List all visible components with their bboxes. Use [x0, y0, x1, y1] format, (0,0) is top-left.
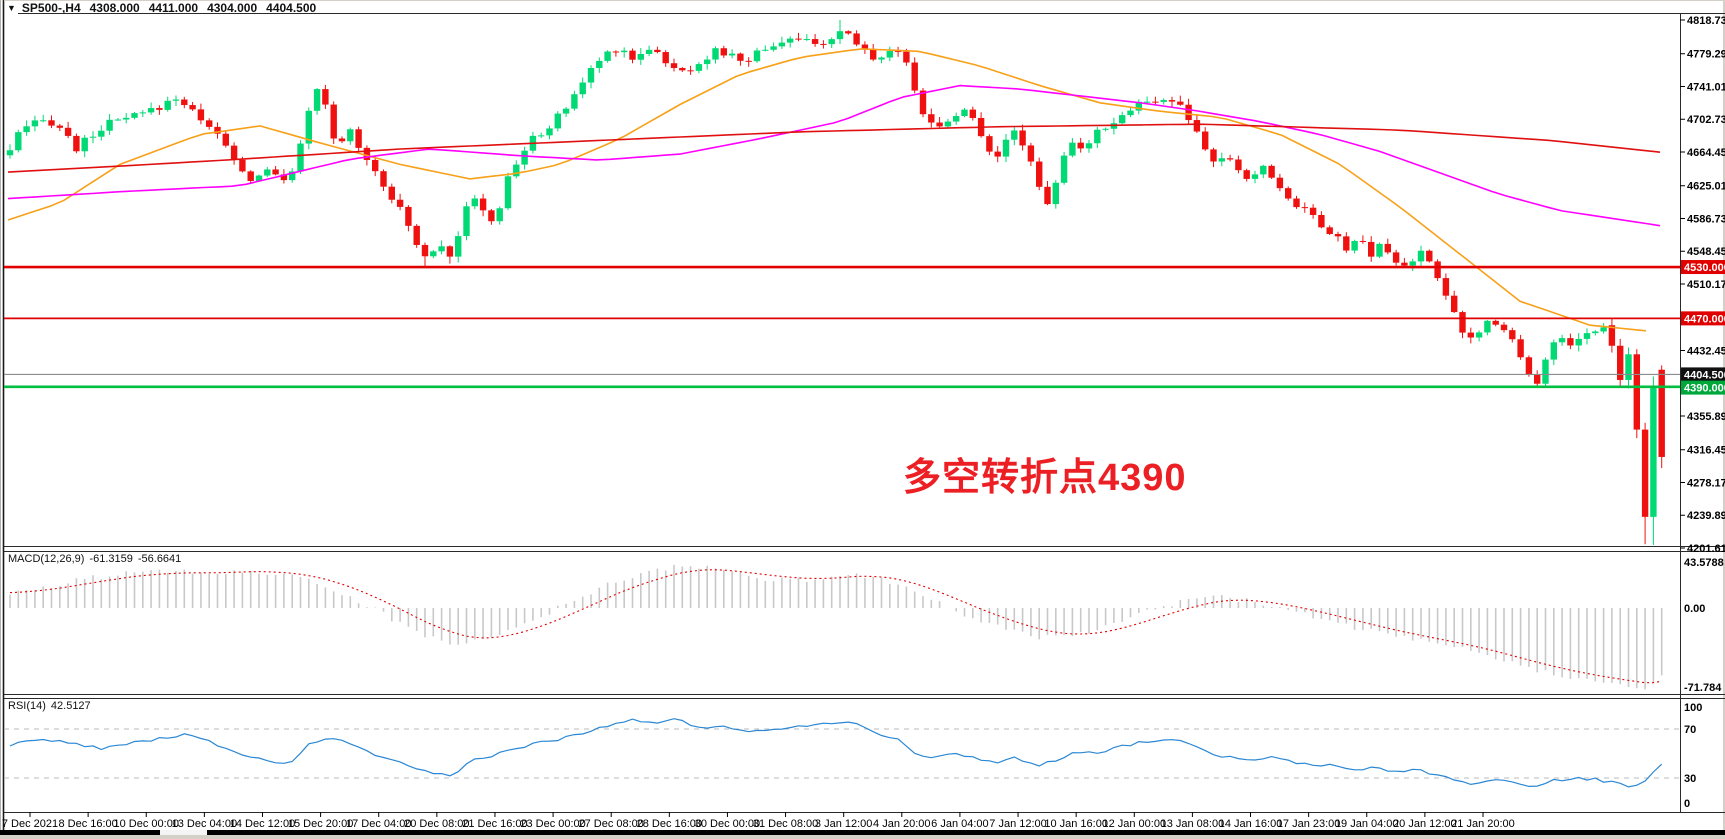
svg-text:0: 0	[1684, 798, 1690, 810]
chart-title-bar[interactable]: ▼ SP500-,H4 4308.000 4411.000 4304.000 4404.5…	[7, 1, 325, 15]
svg-text:4702.730: 4702.730	[1687, 114, 1725, 126]
svg-text:70: 70	[1684, 724, 1696, 736]
svg-text:21 Jan 20:00: 21 Jan 20:00	[1451, 818, 1515, 830]
svg-text:4741.010: 4741.010	[1687, 81, 1725, 93]
svg-text:4586.730: 4586.730	[1687, 213, 1725, 225]
svg-text:13 Dec 04:00: 13 Dec 04:00	[172, 818, 237, 830]
price-axis: 4818.730 4779.290 4741.010 4702.730 4664.450…	[1680, 15, 1725, 555]
candlestick-series	[6, 20, 1665, 545]
ohlc-close: 4404.500	[266, 1, 317, 15]
macd-value-main: -61.3159	[89, 553, 133, 565]
symbol-timeframe-label: SP500-,H4	[21, 1, 81, 15]
svg-text:15 Dec 20:00: 15 Dec 20:00	[288, 818, 353, 830]
macd-name: MACD(12,26,9)	[8, 553, 85, 565]
svg-text:4432.450: 4432.450	[1687, 345, 1725, 357]
chart-dropdown-icon[interactable]: ▼	[7, 3, 16, 13]
macd-value-signal: -56.6641	[137, 553, 182, 565]
svg-text:12 Jan 00:00: 12 Jan 00:00	[1102, 818, 1166, 830]
svg-text:28 Dec 16:00: 28 Dec 16:00	[637, 818, 702, 830]
ma-slow-red	[7, 123, 1661, 173]
svg-text:4278.170: 4278.170	[1687, 477, 1725, 489]
svg-text:4470.000: 4470.000	[1684, 313, 1725, 325]
macd-indicator-label: MACD(12,26,9) -61.3159 -56.6641	[8, 553, 186, 565]
svg-text:4404.500: 4404.500	[1684, 369, 1725, 381]
svg-text:14 Jan 16:00: 14 Jan 16:00	[1219, 818, 1283, 830]
svg-text:4355.890: 4355.890	[1687, 411, 1725, 423]
svg-text:7 Dec 2021: 7 Dec 2021	[2, 818, 58, 830]
svg-text:20 Dec 08:00: 20 Dec 08:00	[404, 818, 469, 830]
svg-text:10 Dec 00:00: 10 Dec 00:00	[114, 818, 179, 830]
scrollbar-thumb[interactable]	[160, 830, 207, 835]
rsi-panel: 100 70 30 0	[4, 702, 1702, 810]
svg-text:21 Dec 16:00: 21 Dec 16:00	[462, 818, 527, 830]
svg-text:14 Dec 12:00: 14 Dec 12:00	[230, 818, 295, 830]
svg-text:30 Dec 00:00: 30 Dec 00:00	[695, 818, 760, 830]
svg-text:4510.170: 4510.170	[1687, 279, 1725, 291]
svg-text:-71.784: -71.784	[1684, 682, 1722, 694]
svg-text:17 Dec 04:00: 17 Dec 04:00	[346, 818, 411, 830]
svg-text:43.5788: 43.5788	[1684, 557, 1724, 569]
annotation-text: 多空转折点4390	[903, 457, 1187, 499]
rsi-indicator-label: RSI(14) 42.5127	[8, 700, 96, 712]
svg-text:0.00: 0.00	[1684, 603, 1705, 615]
svg-text:4239.890: 4239.890	[1687, 510, 1725, 522]
macd-panel: 43.5788 0.00 -71.784	[9, 557, 1724, 694]
window-bottom-strip	[0, 835, 1725, 839]
svg-text:4316.450: 4316.450	[1687, 445, 1725, 457]
price-levels: 4530.000 4470.000 4404.500 4390.000	[4, 260, 1725, 395]
svg-text:8 Dec 16:00: 8 Dec 16:00	[58, 818, 117, 830]
svg-text:17 Jan 23:00: 17 Jan 23:00	[1277, 818, 1341, 830]
svg-text:23 Dec 00:00: 23 Dec 00:00	[520, 818, 585, 830]
ma-medium-magenta	[7, 84, 1661, 227]
svg-text:4390.000: 4390.000	[1684, 383, 1725, 395]
svg-text:3 Jan 12:00: 3 Jan 12:00	[815, 818, 873, 830]
svg-text:4779.290: 4779.290	[1687, 49, 1725, 61]
ohlc-high: 4411.000	[148, 1, 199, 15]
svg-text:19 Jan 04:00: 19 Jan 04:00	[1335, 818, 1399, 830]
ohlc-open: 4308.000	[89, 1, 140, 15]
ohlc-low: 4304.000	[207, 1, 258, 15]
svg-text:6 Jan 04:00: 6 Jan 04:00	[931, 818, 989, 830]
svg-text:30: 30	[1684, 773, 1696, 785]
svg-text:4530.000: 4530.000	[1684, 262, 1725, 274]
svg-text:13 Jan 08:00: 13 Jan 08:00	[1161, 818, 1225, 830]
svg-text:27 Dec 08:00: 27 Dec 08:00	[578, 818, 643, 830]
svg-text:4818.730: 4818.730	[1687, 15, 1725, 27]
horizontal-scrollbar[interactable]	[0, 830, 1725, 835]
ma-fast-orange	[7, 48, 1647, 332]
svg-text:4664.450: 4664.450	[1687, 147, 1725, 159]
rsi-value: 42.5127	[50, 700, 91, 712]
svg-text:4548.450: 4548.450	[1687, 246, 1725, 258]
svg-text:10 Jan 16:00: 10 Jan 16:00	[1044, 818, 1108, 830]
svg-text:31 Dec 08:00: 31 Dec 08:00	[753, 818, 818, 830]
svg-text:100: 100	[1684, 702, 1702, 714]
svg-text:4201.610: 4201.610	[1687, 543, 1725, 555]
svg-text:7 Jan 12:00: 7 Jan 12:00	[989, 818, 1047, 830]
svg-text:4 Jan 20:00: 4 Jan 20:00	[873, 818, 931, 830]
rsi-name: RSI(14)	[8, 700, 46, 712]
svg-text:4625.010: 4625.010	[1687, 181, 1725, 193]
svg-text:20 Jan 12:00: 20 Jan 12:00	[1393, 818, 1457, 830]
